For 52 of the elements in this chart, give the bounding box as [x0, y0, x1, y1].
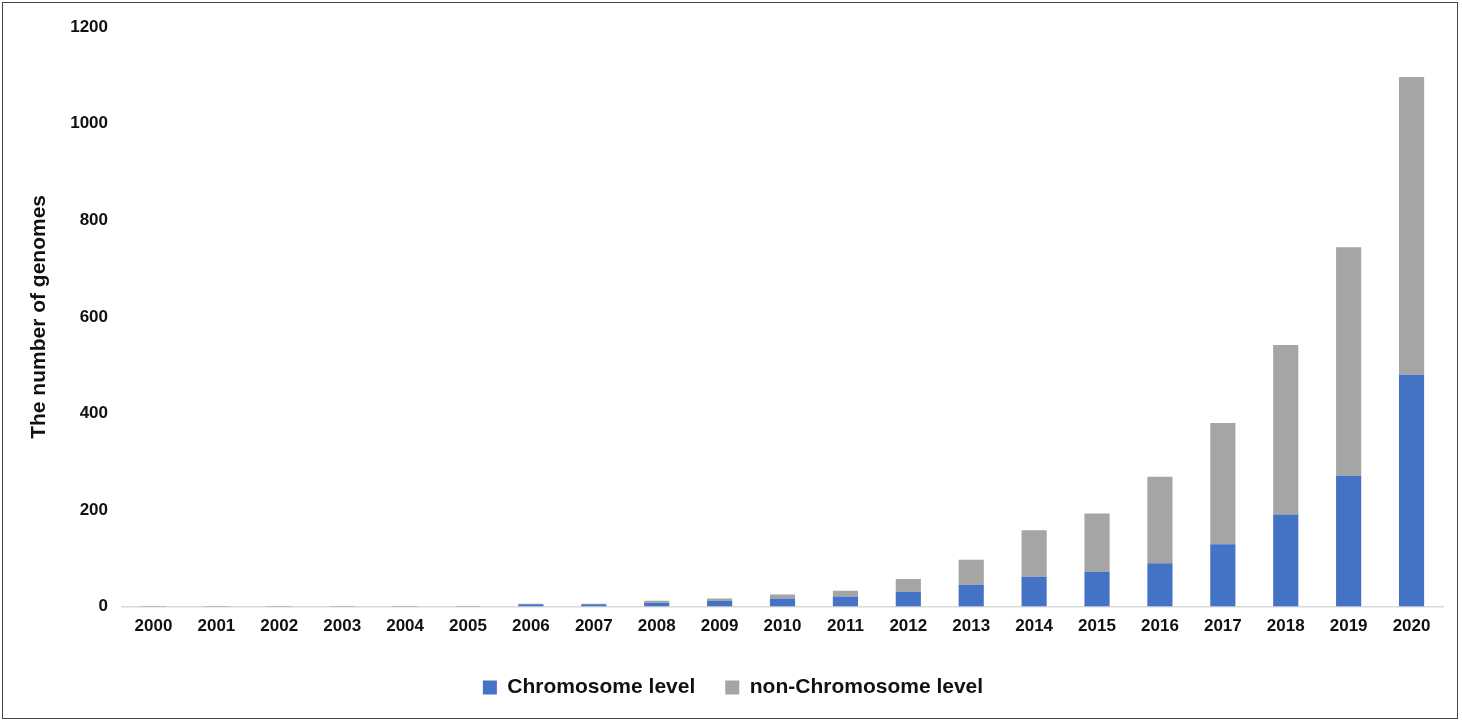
bar: [1210, 423, 1236, 545]
y-tick-label: 800: [79, 210, 109, 230]
y-tick-label: 1200: [70, 16, 109, 36]
bar: [707, 598, 733, 601]
y-tick-label: 600: [79, 306, 109, 326]
x-tick-label: 2015: [1078, 616, 1116, 636]
x-tick-label: 2009: [700, 616, 739, 636]
bar: [1021, 576, 1047, 607]
x-tick-label: 2007: [574, 616, 613, 636]
x-tick-label: 2001: [197, 616, 236, 636]
bar: [1147, 563, 1173, 607]
x-tick-label: 2020: [1392, 616, 1431, 636]
bar: [958, 559, 984, 585]
x-tick-label: 2006: [511, 616, 550, 636]
x-tick-label: 2012: [889, 616, 928, 636]
y-tick-label: 400: [79, 403, 109, 423]
bar: [1147, 476, 1173, 564]
x-tick-label: 2018: [1266, 616, 1305, 636]
x-tick-label: 2004: [386, 616, 425, 636]
legend-label: non-Chromosome level: [749, 674, 984, 698]
x-tick-label: 2008: [637, 616, 676, 636]
x-tick-label: 2013: [952, 616, 991, 636]
bar: [895, 579, 921, 592]
bar: [769, 598, 796, 607]
x-tick-label: 2017: [1203, 616, 1242, 636]
bar: [1336, 247, 1362, 476]
bar: [1273, 514, 1299, 607]
bar: [1273, 344, 1299, 515]
bar: [1398, 374, 1425, 607]
y-axis-title: The number of genomes: [26, 194, 50, 439]
y-tick-label: 200: [79, 499, 109, 519]
y-tick-label: 0: [98, 596, 109, 616]
legend-label: Chromosome level: [507, 674, 696, 698]
x-tick-label: 2000: [134, 616, 173, 636]
x-tick-label: 2011: [826, 616, 864, 636]
bar: [832, 596, 858, 607]
x-tick-label: 2003: [323, 616, 362, 636]
bar: [1084, 571, 1110, 607]
bar: [1398, 76, 1425, 375]
y-tick-label: 1000: [70, 113, 109, 133]
bar: [895, 591, 921, 607]
x-tick-label: 2010: [763, 616, 802, 636]
x-tick-label: 2005: [449, 616, 487, 636]
x-tick-label: 2014: [1015, 616, 1054, 636]
x-tick-label: 2002: [260, 616, 299, 636]
bar: [1336, 475, 1362, 607]
bar: [1210, 544, 1236, 607]
bar: [1084, 513, 1110, 572]
x-tick-label: 2019: [1329, 616, 1368, 636]
bar: [958, 584, 984, 607]
x-tick-label: 2016: [1141, 616, 1179, 636]
bar: [1021, 530, 1047, 577]
